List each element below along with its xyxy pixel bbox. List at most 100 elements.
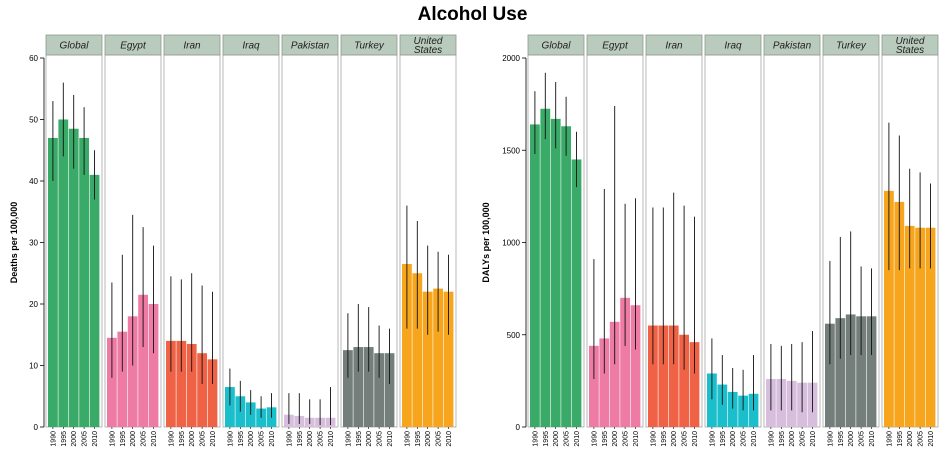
bar — [561, 126, 571, 427]
bar — [384, 353, 395, 427]
x-tick-label: 2005 — [859, 431, 866, 447]
bar — [107, 337, 117, 427]
bar — [835, 318, 846, 427]
y-tick-label: 40 — [29, 177, 38, 186]
x-tick-label: 1990 — [591, 431, 598, 447]
x-tick-label: 1990 — [650, 431, 657, 447]
bar — [540, 108, 551, 428]
x-tick-label: 1995 — [297, 431, 304, 447]
x-tick-label: 2010 — [269, 431, 276, 447]
bar — [717, 384, 728, 427]
y-tick-label: 50 — [29, 116, 38, 125]
bar — [550, 118, 561, 427]
x-tick-label: 2000 — [366, 431, 373, 447]
x-tick-label: 1995 — [602, 431, 609, 447]
y-tick-label: 0 — [516, 423, 521, 432]
panel-strip-label: Global — [60, 41, 90, 52]
bar — [589, 345, 599, 427]
x-tick-label: 1995 — [120, 431, 127, 447]
bar — [89, 174, 100, 427]
y-tick-label: 1500 — [502, 146, 520, 155]
x-tick-label: 1995 — [779, 431, 786, 447]
x-tick-label: 2005 — [377, 431, 384, 447]
bar — [363, 347, 374, 427]
x-tick-label: 1995 — [415, 431, 422, 447]
y-tick-label: 30 — [29, 239, 38, 248]
x-tick-label: 2000 — [307, 431, 314, 447]
x-tick-label: 2000 — [907, 431, 914, 447]
bar — [422, 291, 433, 427]
panel-global: Global 1990 1995 2000 2005 2010 — [527, 34, 585, 447]
bar — [138, 294, 148, 427]
panel-strip-label: Pakistan — [773, 41, 812, 52]
x-tick-label: 2000 — [425, 431, 432, 447]
panel-strip-label: Pakistan — [291, 41, 330, 52]
bar — [197, 353, 207, 427]
chart-2: 0 500 1000 1500 2000 DALYs per 100,000 Global 1… — [481, 34, 939, 447]
panel-strip-label: States — [414, 45, 442, 56]
bar — [679, 334, 689, 427]
bar — [668, 325, 679, 427]
panel-pakistan: Pakistan 1990 1995 2000 2005 2010 — [763, 34, 821, 447]
x-tick-label: 1995 — [720, 431, 727, 447]
y-tick-label: 10 — [29, 362, 38, 371]
x-tick-label: 1995 — [238, 431, 245, 447]
panel-strip-label: Iran — [665, 41, 683, 52]
bar — [599, 338, 610, 427]
x-tick-label: 1995 — [61, 431, 68, 447]
bar — [343, 350, 353, 427]
bar — [884, 190, 894, 427]
x-tick-label: 2010 — [751, 431, 758, 447]
x-tick-label: 2010 — [574, 431, 581, 447]
x-tick-label: 2000 — [789, 431, 796, 447]
bar — [374, 353, 384, 427]
panel-strip-label: Egypt — [602, 41, 629, 52]
bar — [433, 288, 443, 427]
x-tick-label: 2010 — [151, 431, 158, 447]
x-tick-label: 1995 — [543, 431, 550, 447]
panel-strip-label: United — [414, 36, 443, 47]
x-tick-label: 1990 — [345, 431, 352, 447]
x-tick-label: 2010 — [633, 431, 640, 447]
bar — [402, 264, 412, 427]
bar — [915, 227, 925, 427]
bar — [79, 137, 89, 427]
x-tick-label: 1995 — [897, 431, 904, 447]
bar — [58, 119, 69, 427]
x-tick-label: 2000 — [848, 431, 855, 447]
panel-iraq: Iraq 1990 1995 2000 2005 2010 — [704, 34, 762, 447]
panel-pakistan: Pakistan 1990 1995 2000 2005 2010 — [281, 34, 339, 447]
x-tick-label: 2010 — [92, 431, 99, 447]
panel-strip-label: Iran — [183, 41, 201, 52]
bar — [748, 393, 759, 427]
x-tick-label: 1995 — [179, 431, 186, 447]
bar — [412, 273, 423, 427]
x-tick-label: 1995 — [661, 431, 668, 447]
bar — [904, 225, 915, 427]
chart-title: Alcohol Use — [417, 4, 528, 25]
panel-egypt: Egypt 1990 1995 2000 2005 2010 — [586, 34, 644, 447]
x-tick-label: 2005 — [200, 431, 207, 447]
x-tick-label: 1990 — [168, 431, 175, 447]
x-tick-label: 1990 — [768, 431, 775, 447]
panel-strip-label: Iraq — [242, 41, 260, 52]
bar — [127, 316, 138, 427]
x-tick-label: 1990 — [404, 431, 411, 447]
bar — [225, 387, 235, 427]
x-tick-label: 2005 — [623, 431, 630, 447]
x-tick-label: 2010 — [387, 431, 394, 447]
panel-strip-label: United — [896, 36, 925, 47]
x-tick-label: 2005 — [918, 431, 925, 447]
bar — [443, 291, 454, 427]
y-tick-label: 500 — [507, 331, 521, 340]
bar — [894, 201, 905, 427]
x-tick-label: 2000 — [248, 431, 255, 447]
panel-frame — [281, 54, 339, 428]
x-tick-label: 2000 — [189, 431, 196, 447]
x-tick-label: 2010 — [446, 431, 453, 447]
x-tick-label: 1995 — [356, 431, 363, 447]
bar — [738, 395, 748, 427]
panel-strip-label: Turkey — [836, 41, 867, 52]
bar — [148, 304, 159, 427]
